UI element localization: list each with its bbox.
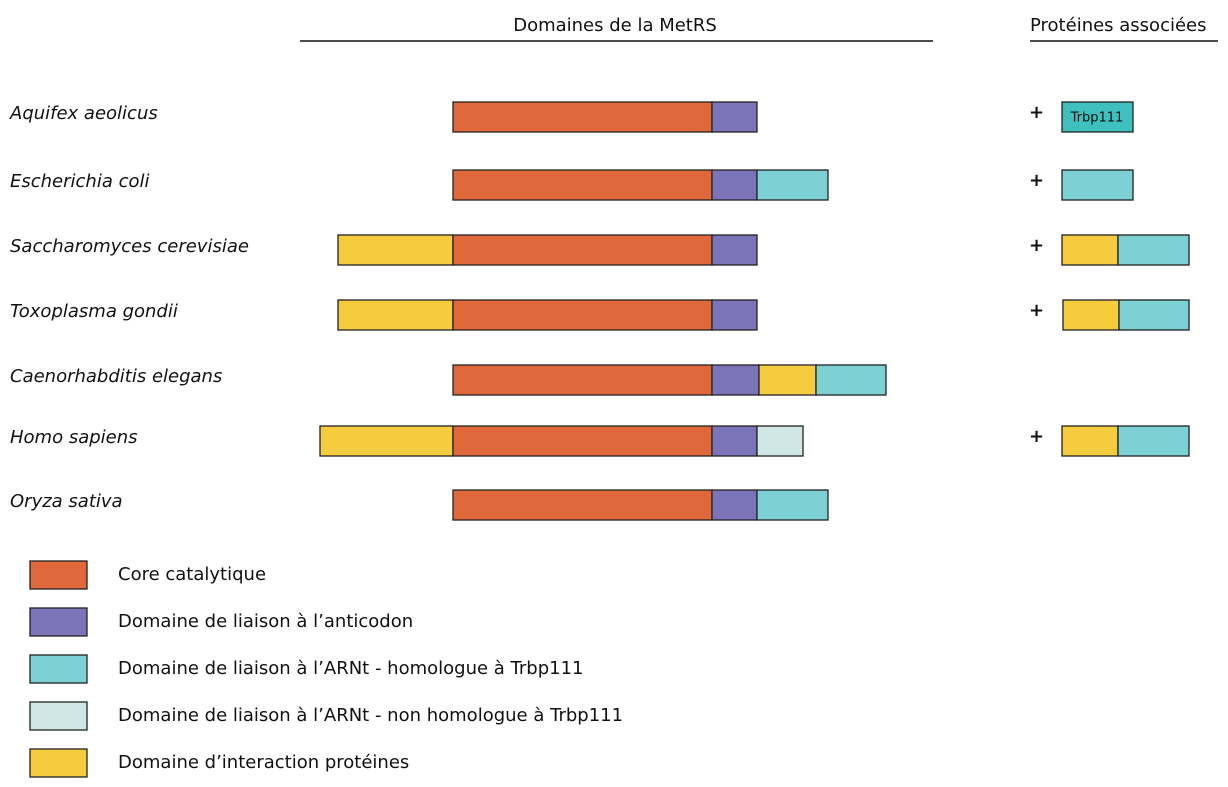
legend-swatch (29, 748, 88, 778)
domain-box (711, 169, 758, 201)
protein-label: Trbp111 (1070, 111, 1124, 126)
species-name: Caenorhabditis elegans (10, 366, 222, 387)
species-name: Toxoplasma gondii (10, 301, 178, 322)
legend-label: Domaine de liaison à l’ARNt - non homolo… (118, 705, 623, 726)
domain-box (452, 489, 713, 521)
domain-box (711, 299, 758, 331)
protein-box (1062, 299, 1120, 331)
legend-label: Domaine de liaison à l’anticodon (118, 611, 413, 632)
protein-box (1117, 234, 1190, 266)
plus-sign: + (1029, 426, 1044, 447)
domain-box (452, 101, 713, 133)
domain-box (452, 425, 713, 457)
species-name: Aquifex aeolicus (9, 103, 158, 124)
legend-swatch (29, 701, 88, 731)
content: Aquifex aeolicus Escherichia coli Saccharo… (9, 101, 1190, 778)
domain-box (756, 489, 829, 521)
header-title: Domaines de la MetRS (513, 15, 717, 36)
domain-box (452, 364, 713, 396)
domain-box (815, 364, 887, 396)
domain-box (452, 169, 713, 201)
plus-sign: + (1029, 300, 1044, 321)
domain-box (711, 425, 758, 457)
protein-box (1061, 425, 1119, 457)
legend-label: Core catalytique (118, 564, 266, 585)
species-name: Escherichia coli (10, 171, 150, 192)
plus-sign: + (1029, 235, 1044, 256)
domain-box (756, 169, 829, 201)
legend-label: Domaine d’interaction protéines (118, 752, 409, 773)
domain-box (758, 364, 817, 396)
domain-box (711, 489, 758, 521)
species-name: Saccharomyces cerevisiae (10, 236, 249, 257)
domain-box (319, 425, 454, 457)
protein-box (1061, 101, 1134, 133)
protein-box (1118, 299, 1190, 331)
domain-box (337, 234, 454, 266)
protein-box (1061, 169, 1134, 201)
protein-box (1117, 425, 1190, 457)
plus-sign: + (1029, 102, 1044, 123)
legend-label: Domaine de liaison à l’ARNt - homologue … (118, 658, 584, 679)
domain-box (756, 425, 804, 457)
species-name: Homo sapiens (10, 427, 138, 448)
protein-box (1061, 234, 1119, 266)
domain-box (711, 364, 760, 396)
legend-swatch (29, 607, 88, 637)
species-name: Oryza sativa (10, 491, 123, 512)
domain-box (452, 234, 713, 266)
legend-swatch (29, 560, 88, 590)
plus-sign: + (1029, 170, 1044, 191)
domain-box (452, 299, 713, 331)
domain-box (711, 234, 758, 266)
domain-box (711, 101, 758, 133)
domain-box (337, 299, 454, 331)
associated-title: Protéines associées (1030, 15, 1207, 36)
legend-swatch (29, 654, 88, 684)
